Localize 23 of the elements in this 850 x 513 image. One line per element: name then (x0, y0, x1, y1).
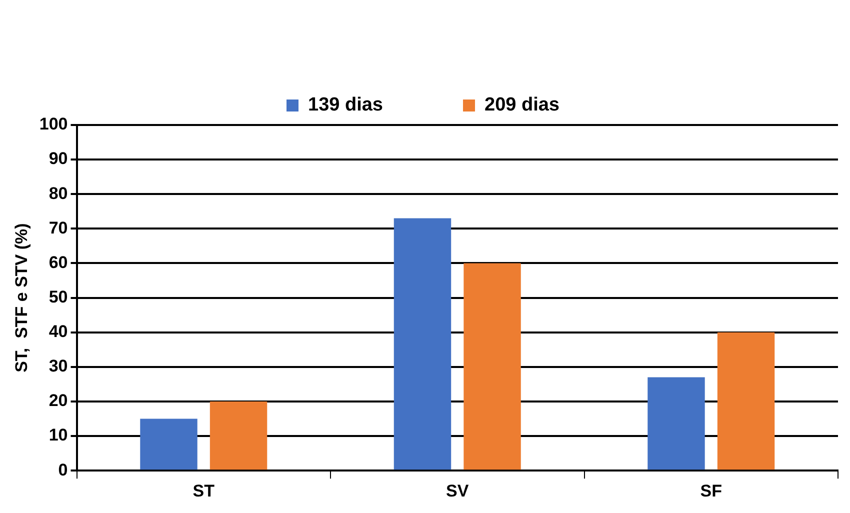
legend-label: 209 dias (484, 94, 560, 116)
y-tick-label: 60 (48, 252, 68, 272)
y-tick-label: 10 (48, 426, 68, 445)
bar (717, 332, 775, 470)
x-tick-label: SF (700, 481, 722, 500)
y-tick-label: 20 (48, 391, 68, 410)
y-tick-label: 50 (48, 287, 68, 306)
x-tick-label: SV (446, 481, 470, 500)
bar (394, 218, 452, 470)
y-tick-label: 40 (48, 322, 68, 342)
bar (140, 418, 198, 470)
y-tick-label: 70 (48, 218, 68, 238)
y-tick-label: 0 (58, 460, 68, 480)
y-tick-label: 90 (48, 149, 68, 168)
y-axis-title: ST, STF e STV (%) (12, 223, 31, 372)
bar (210, 401, 268, 470)
bar (464, 263, 521, 470)
y-tick-label: 30 (48, 356, 68, 376)
x-tick-label: ST (192, 481, 216, 500)
bar (648, 377, 705, 470)
y-tick-label: 100 (39, 114, 68, 134)
legend-label: 139 dias (308, 94, 383, 116)
y-tick-label: 80 (48, 184, 68, 203)
